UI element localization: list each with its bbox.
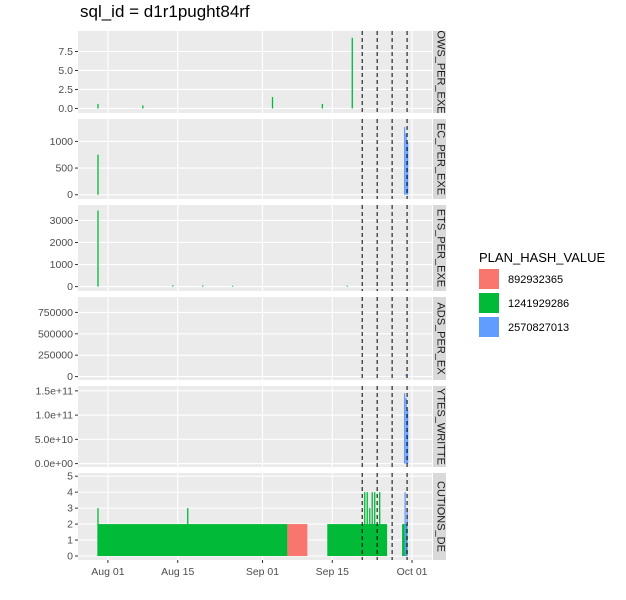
data-bar [404, 492, 406, 557]
data-bar [406, 410, 409, 464]
data-bar [231, 285, 234, 287]
data-bar [374, 492, 376, 557]
panel-background [78, 205, 432, 291]
y-tick-label: 1000 [50, 259, 74, 271]
data-bar [172, 285, 174, 287]
legend-swatch [479, 293, 499, 313]
y-tick-label: 5.0 [58, 65, 73, 77]
legend-swatch [479, 269, 499, 289]
range-block [327, 524, 388, 557]
legend-label: 2570827013 [508, 322, 569, 334]
chart-title: sql_id = d1r1pught84rf [80, 2, 250, 21]
x-tick-label: Sep 15 [316, 566, 349, 578]
y-tick-label: 750000 [38, 307, 73, 319]
data-bar [271, 97, 274, 109]
x-tick-label: Aug 15 [161, 566, 194, 578]
range-block [97, 524, 288, 557]
data-bar [405, 133, 407, 195]
facet-strip [433, 473, 446, 560]
y-tick-label: 2 [67, 519, 73, 531]
y-tick-label: 3000 [50, 215, 74, 227]
legend-label: 892932365 [508, 274, 563, 286]
y-tick-label: 0 [67, 189, 73, 201]
facet-strip [433, 205, 446, 291]
facet-strip [433, 386, 446, 467]
legend-label: 1241929286 [508, 298, 569, 310]
y-tick-label: 500000 [38, 328, 73, 340]
data-bar [364, 492, 366, 557]
data-bar [403, 127, 406, 195]
data-bar [142, 105, 144, 109]
y-tick-label: 0 [67, 551, 73, 563]
y-tick-label: 0.0e+00 [35, 458, 73, 470]
y-tick-label: 1.0e+11 [36, 410, 74, 422]
data-bar [369, 508, 371, 557]
x-tick-label: Sep 01 [246, 566, 279, 578]
facet-strip [433, 31, 446, 113]
y-tick-label: 5.0e+10 [35, 434, 73, 446]
legend-title: PLAN_HASH_VALUE [479, 250, 606, 265]
data-bar [406, 142, 409, 195]
x-tick-label: Aug 01 [91, 566, 124, 578]
data-bar [405, 398, 407, 464]
panel-background [78, 119, 432, 199]
y-tick-label: 2.5 [58, 84, 73, 96]
data-bar [97, 210, 99, 287]
y-tick-label: 1000 [50, 136, 74, 148]
y-tick-label: 5 [67, 471, 73, 483]
y-tick-label: 1 [67, 535, 73, 547]
y-tick-label: 500 [55, 163, 73, 175]
facet-strip-label: CUTIONS_DE [435, 481, 447, 552]
facet-strip-label: YTES_WRITTE [435, 388, 447, 465]
data-bar [321, 103, 324, 109]
data-bar [187, 508, 189, 557]
data-bar [379, 492, 381, 557]
y-tick-label: 0 [67, 281, 73, 293]
y-tick-label: 1.5e+11 [36, 385, 74, 397]
data-bar [403, 393, 406, 464]
facet-strip-label: ETS_PER_EXE [435, 209, 447, 287]
data-bar [97, 103, 99, 109]
y-tick-label: 7.5 [58, 46, 73, 58]
y-tick-label: 2000 [50, 237, 74, 249]
legend-swatch [479, 317, 499, 337]
panel-background [78, 31, 432, 113]
facet-strip-label: ADS_PER_EX [435, 302, 447, 375]
range-block [287, 524, 308, 557]
y-tick-label: 4 [67, 487, 73, 499]
data-bar [371, 492, 373, 557]
y-tick-label: 0.0 [58, 103, 73, 115]
panel-background [78, 386, 432, 467]
data-bar [346, 285, 348, 287]
y-tick-label: 0 [67, 371, 73, 383]
y-tick-label: 250000 [38, 350, 73, 362]
data-bar [97, 154, 99, 195]
data-bar [351, 37, 353, 109]
x-tick-label: Oct 01 [397, 566, 428, 578]
facet-strip [433, 119, 446, 199]
data-bar [405, 374, 407, 377]
data-bar [202, 285, 204, 287]
facet-strip [433, 297, 446, 380]
panel-background [78, 297, 432, 380]
facet-strip-label: EC_PER_EXE [435, 123, 447, 195]
y-tick-label: 3 [67, 503, 73, 515]
facet-strip-label: OWS_PER_EXE [435, 30, 447, 113]
data-bar [97, 508, 99, 557]
data-bar [366, 492, 368, 557]
